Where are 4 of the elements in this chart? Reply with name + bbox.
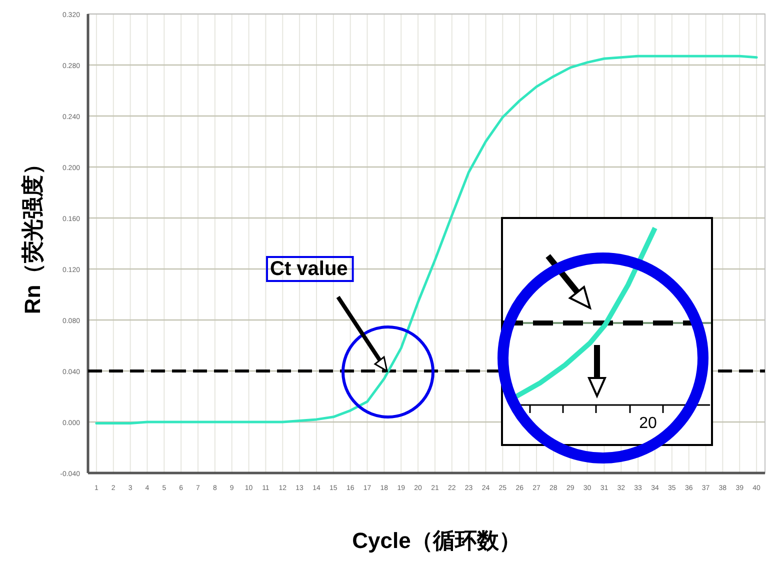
ylabel: Rn（荧光强度） [20, 152, 45, 314]
annotation: 20 [639, 415, 657, 432]
xlabel: Cycle（循环数） [352, 528, 521, 553]
annotation: Ct value [270, 258, 348, 280]
